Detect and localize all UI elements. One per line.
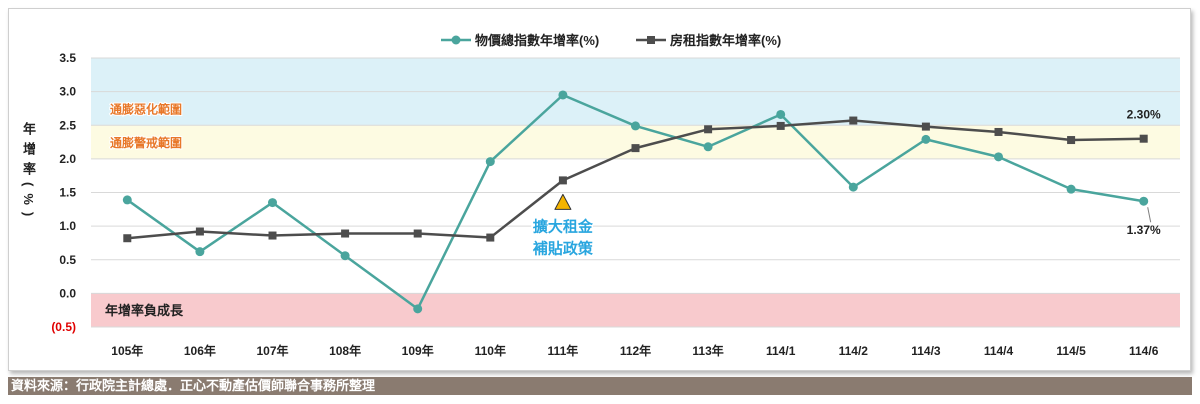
x-tick-label: 114/3 — [911, 344, 941, 358]
rent-point — [268, 231, 277, 240]
x-tick-label: 114/2 — [839, 344, 869, 358]
cpi-point — [1066, 184, 1076, 194]
policy-annotation-line: 補貼政策 — [532, 239, 594, 257]
legend-square-marker — [647, 36, 655, 44]
cpi-point — [921, 134, 931, 144]
x-tick-label: 107年 — [256, 343, 288, 358]
x-tick-label: 110年 — [475, 343, 506, 358]
source-note-bar: 資料來源：行政院主計總處．正心不動產估價師聯合事務所整理 — [8, 377, 1192, 395]
rent-point — [704, 125, 713, 134]
negative-growth-band — [91, 293, 1180, 327]
y-tick-label: 2.5 — [59, 118, 76, 132]
x-tick-label: 113年 — [692, 343, 723, 358]
cpi-point — [703, 142, 713, 152]
cpi-point — [195, 247, 205, 257]
x-tick-label: 105年 — [111, 343, 143, 358]
cpi-point — [848, 182, 858, 192]
x-tick-label: 111年 — [548, 343, 579, 358]
rent-point — [413, 229, 422, 238]
x-tick-label: 112年 — [620, 343, 651, 358]
y-axis-ticks: 3.5 3.0 2.5 2.0 1.5 1.0 0.5 0.0 (0.5) — [51, 51, 76, 334]
negative-growth-band-label: 年增率負成長 — [105, 303, 184, 318]
data-label: 1.37% — [1127, 223, 1161, 237]
x-tick-label: 114/4 — [984, 344, 1014, 358]
data-labels: 2.30% 1.37% — [1127, 108, 1161, 238]
cpi-point — [1139, 196, 1149, 206]
data-label-leader-line — [1147, 207, 1152, 223]
x-tick-label: 109年 — [402, 343, 434, 358]
rent-point — [558, 176, 567, 185]
x-tick-label: 114/1 — [766, 344, 796, 358]
rent-point — [994, 127, 1003, 136]
policy-annotation-line: 擴大租金 — [533, 217, 594, 235]
cpi-point — [485, 157, 495, 167]
y-tick-label: 1.0 — [59, 219, 76, 233]
cpi-point — [994, 152, 1003, 162]
rent-point — [921, 122, 930, 131]
rent-point — [341, 229, 350, 238]
rent-point — [195, 227, 204, 236]
x-tick-label: 106年 — [184, 343, 216, 358]
rent-point — [486, 233, 495, 242]
legend-label: 物價總指數年增率(%) — [475, 33, 599, 48]
rent-point — [631, 144, 640, 153]
legend: 物價總指數年增率(%) 房租指數年增率(%) — [441, 33, 781, 48]
cpi-point — [340, 251, 350, 261]
rent-point — [849, 116, 858, 125]
legend-label: 房租指數年增率(%) — [670, 33, 781, 48]
x-tick-label: 108年 — [329, 343, 361, 358]
cpi-point — [413, 304, 423, 314]
y-tick-label: 1.5 — [59, 186, 76, 200]
y-tick-label: 0.0 — [59, 286, 76, 300]
cpi-point — [268, 198, 277, 208]
warning-triangle-icon — [554, 193, 572, 210]
legend-item-rent: 房租指數年增率(%) — [636, 33, 781, 48]
y-tick-label: 2.0 — [59, 152, 76, 166]
y-axis-title: 年增率(%) — [21, 122, 36, 224]
legend-circle-marker — [451, 35, 461, 45]
cpi-point — [631, 121, 640, 131]
legend-item-cpi: 物價總指數年增率(%) — [441, 33, 599, 48]
x-tick-label: 114/6 — [1129, 344, 1159, 358]
y-tick-label: (0.5) — [51, 320, 76, 334]
series — [122, 90, 1149, 314]
y-tick-label: 3.0 — [59, 85, 76, 99]
y-tick-label: 0.5 — [59, 253, 76, 267]
data-label: 2.30% — [1127, 108, 1161, 122]
inflation-worsening-band-label: 通膨惡化範圍 — [110, 101, 182, 116]
y-tick-label: 3.5 — [59, 51, 76, 65]
rent-point — [1139, 134, 1148, 143]
cpi-point — [776, 109, 786, 119]
rent-point — [776, 121, 785, 130]
inflation-warning-band-label: 通膨警戒範圍 — [110, 135, 182, 150]
rent-point — [1067, 136, 1076, 145]
cpi-point — [122, 195, 132, 205]
source-note: 資料來源：行政院主計總處．正心不動產估價師聯合事務所整理 — [11, 378, 376, 393]
x-tick-label: 114/5 — [1056, 344, 1086, 358]
cpi-point — [558, 90, 568, 100]
rent-point — [123, 234, 132, 243]
x-axis-labels: 105年 106年 107年 108年 109年 110年 111年 112年 113年 114/… — [111, 343, 1158, 358]
